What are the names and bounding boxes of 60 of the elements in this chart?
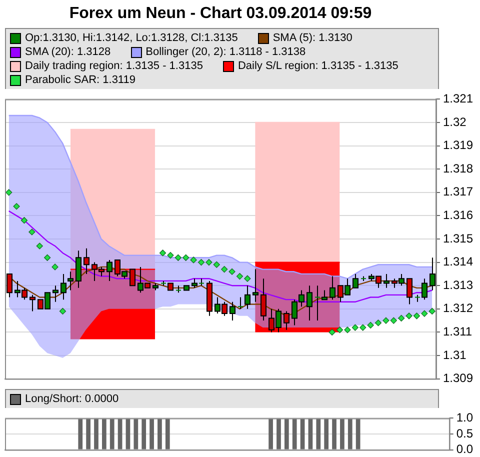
legend-label: Daily trading region: 1.3135 - 1.3135 <box>25 59 203 73</box>
point <box>352 324 358 331</box>
point <box>159 250 166 256</box>
y-tick-label: 1.0 <box>456 410 474 425</box>
legend-label: Long/Short: 0.0000 <box>25 392 119 406</box>
point <box>36 242 43 250</box>
y-tick-label: 1.319 <box>442 138 474 152</box>
point <box>28 228 36 236</box>
point <box>20 217 28 224</box>
point <box>390 317 397 324</box>
point <box>398 314 405 322</box>
point <box>382 317 390 324</box>
point <box>182 254 190 261</box>
y-tick-label: 1.314 <box>442 254 474 269</box>
chart-title: Forex um Neun - Chart 03.09.2014 09:59 <box>68 4 373 24</box>
point <box>6 189 12 196</box>
point <box>228 268 236 275</box>
candlestick <box>238 296 244 310</box>
point <box>367 322 374 329</box>
point <box>59 308 66 315</box>
y-tick-label: 1.32 <box>442 114 467 129</box>
point <box>374 320 382 326</box>
point <box>336 326 344 334</box>
y-tick-label: 1.313 <box>442 278 474 292</box>
legend-label: Bollinger (20, 2): 1.3118 - 1.3138 <box>146 45 306 59</box>
y-tick-label: 0.0 <box>456 442 474 456</box>
y-tick-label: 1.312 <box>442 301 474 316</box>
legend-label: Op:1.3130, Hi:1.3142, Lo:1.3128, Cl:1.3135 <box>25 31 238 45</box>
point <box>52 264 58 270</box>
legend-label: Parabolic SAR: 1.3119 <box>25 73 136 87</box>
point <box>360 324 366 331</box>
y-tick-label: 1.309 <box>442 371 474 386</box>
y-tick-label: 1.31 <box>442 348 467 362</box>
y-tick-label: 1.311 <box>442 324 472 339</box>
point <box>198 259 205 266</box>
point <box>428 308 436 315</box>
point <box>328 328 336 336</box>
point <box>244 275 251 282</box>
y-tick-label: 1.315 <box>442 231 474 246</box>
point <box>13 203 20 210</box>
point <box>213 261 220 268</box>
point <box>190 256 197 264</box>
point <box>406 312 412 320</box>
point <box>174 254 182 261</box>
point <box>206 259 212 266</box>
point <box>421 310 428 317</box>
legend-label: SMA (5): 1.3130 <box>272 31 352 45</box>
point <box>413 312 420 320</box>
legend-label: Daily S/L region: 1.3135 - 1.3135 <box>238 59 398 73</box>
point <box>236 272 244 280</box>
point <box>44 254 51 261</box>
y-tick-label: 1.321 <box>442 92 474 106</box>
y-tick-label: 1.318 <box>442 161 474 176</box>
legend-label: SMA (20): 1.3128 <box>25 45 111 59</box>
point <box>167 252 174 259</box>
point <box>344 326 351 334</box>
point <box>221 266 228 273</box>
y-tick-label: 0.5 <box>456 426 474 440</box>
y-tick-label: 1.316 <box>442 208 474 222</box>
y-tick-label: 1.317 <box>442 184 474 199</box>
